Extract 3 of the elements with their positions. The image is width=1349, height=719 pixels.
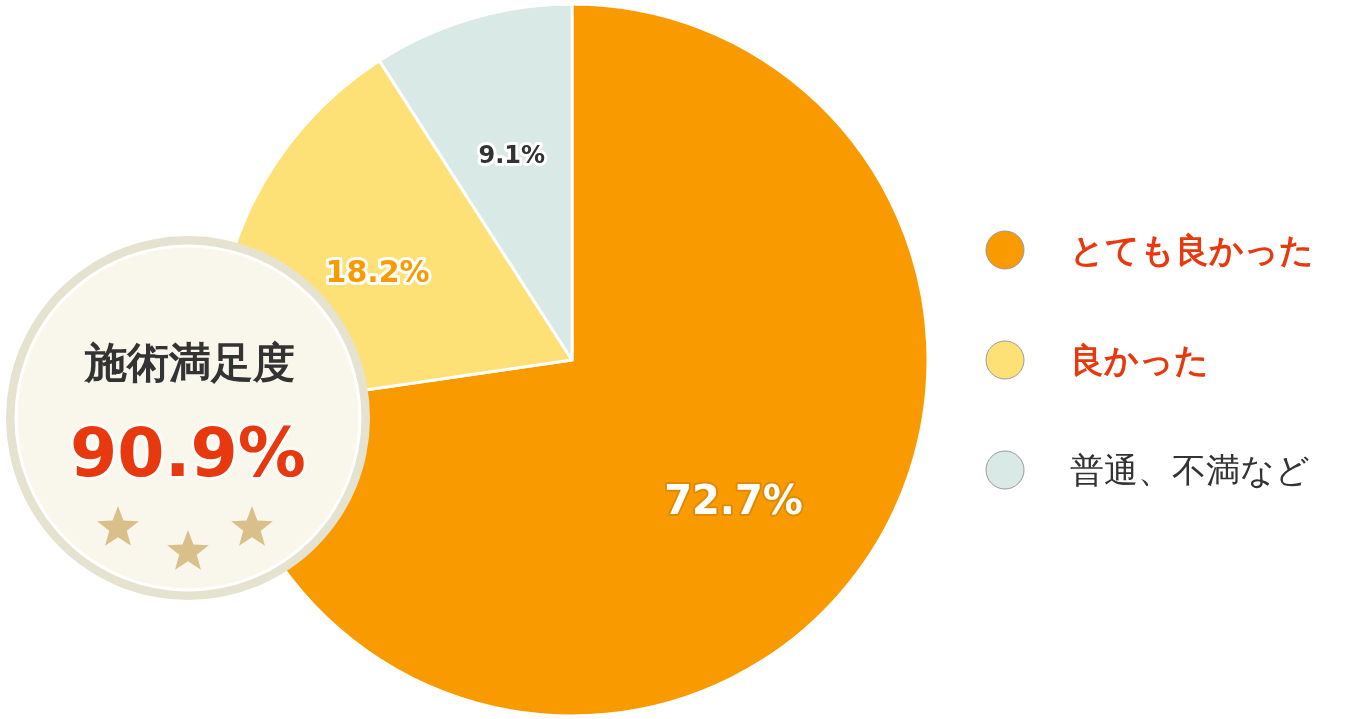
- legend-label: 良かった: [1070, 340, 1209, 380]
- legend-label: 普通、不満など: [1070, 450, 1310, 490]
- legend-label: とても良かった: [1070, 230, 1314, 270]
